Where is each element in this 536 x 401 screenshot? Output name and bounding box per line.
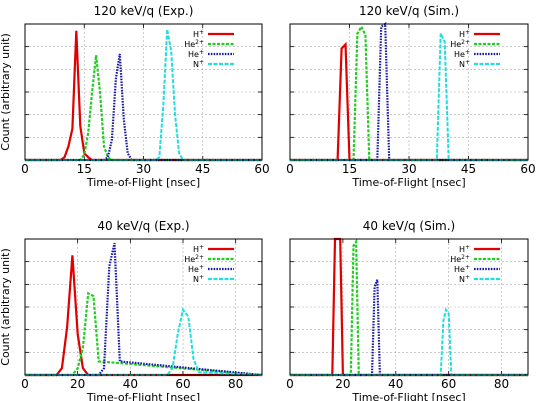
series-line-Hplus [25, 255, 262, 377]
plot-frame [24, 23, 263, 161]
chart-panel-1: 120 keV/q (Exp.) 0 15 30 45 60 H+He2+He+N+ Time… [0, 4, 270, 189]
plot-frame [289, 238, 529, 376]
plot-frame [24, 238, 263, 376]
x-tick-label: 15 [342, 162, 357, 176]
series-line-Nplus [25, 29, 262, 161]
legend-label: He+ [188, 49, 204, 59]
legend-label: N+ [459, 274, 470, 284]
x-tick-label: 40 [123, 377, 138, 391]
x-tick-label: 45 [195, 162, 210, 176]
chart-title: 40 keV/q (Sim.) [363, 219, 456, 233]
x-axis-label: Time-of-Flight [nsec] [86, 391, 200, 401]
x-tick-label: 80 [228, 377, 243, 391]
x-tick-label: 0 [21, 377, 29, 391]
x-tick-label: 30 [401, 162, 416, 176]
x-axis-label: Time-of-Flight [nsec] [86, 176, 200, 189]
legend-label: He+ [454, 49, 470, 59]
series-line-He2plus [25, 55, 262, 162]
x-axis-label: Time-of-Flight [nsec] [351, 176, 465, 189]
x-tick-label: 20 [70, 377, 85, 391]
x-axis-label: Time-of-Flight [nsec] [351, 391, 465, 401]
legend-label: He2+ [184, 39, 204, 49]
x-tick-label: 0 [21, 162, 29, 176]
x-tick-label: 60 [254, 162, 269, 176]
x-tick-label: 60 [441, 377, 456, 391]
legend-label: He2+ [184, 254, 204, 264]
legend-label: H+ [459, 29, 470, 39]
x-tick-label: 80 [494, 377, 509, 391]
plot-frame [289, 23, 529, 161]
legend-label: N+ [193, 59, 204, 69]
x-tick-label: 0 [286, 377, 294, 391]
y-axis-label: Count (arbitrary unit) [0, 248, 12, 365]
x-tick-label: 45 [461, 162, 476, 176]
x-tick-label: 60 [520, 162, 535, 176]
x-tick-label: 60 [175, 377, 190, 391]
legend-label: He2+ [450, 39, 470, 49]
series-line-Heplus [290, 279, 528, 377]
chart-panel-3: 40 keV/q (Exp.) 0 20 40 60 80 H+He2+He+N+ Time-… [0, 219, 263, 401]
legend-label: H+ [193, 244, 204, 254]
x-tick-label: 15 [77, 162, 92, 176]
x-tick-label: 20 [335, 377, 350, 391]
series-line-Nplus [290, 307, 528, 376]
chart-title: 40 keV/q (Exp.) [97, 219, 189, 233]
x-tick-label: 40 [388, 377, 403, 391]
x-tick-label: 0 [286, 162, 294, 176]
chart-title: 120 keV/q (Exp.) [94, 4, 194, 18]
legend-label: He+ [188, 264, 204, 274]
series-line-Heplus [25, 53, 262, 162]
series-line-Heplus [25, 242, 263, 377]
series-line-He2plus [25, 291, 263, 377]
chart-panel-2: 120 keV/q (Sim.) 0 15 30 45 60 H+He2+He+N+ Time… [286, 4, 535, 189]
legend-label: H+ [193, 29, 204, 39]
legend-label: H+ [459, 244, 470, 254]
x-tick-label: 30 [136, 162, 151, 176]
chart-title: 120 keV/q (Sim.) [359, 4, 459, 18]
y-axis-label: Count (arbitrary unit) [0, 33, 12, 150]
legend-label: N+ [459, 59, 470, 69]
series-line-He2plus [290, 238, 528, 377]
chart-panel-4: 40 keV/q (Sim.) 0 20 40 60 80 H+He2+He+N+ Time-… [286, 219, 529, 401]
legend-label: He+ [454, 264, 470, 274]
legend-label: N+ [193, 274, 204, 284]
series-line-Nplus [25, 307, 263, 376]
legend-label: He2+ [450, 254, 470, 264]
